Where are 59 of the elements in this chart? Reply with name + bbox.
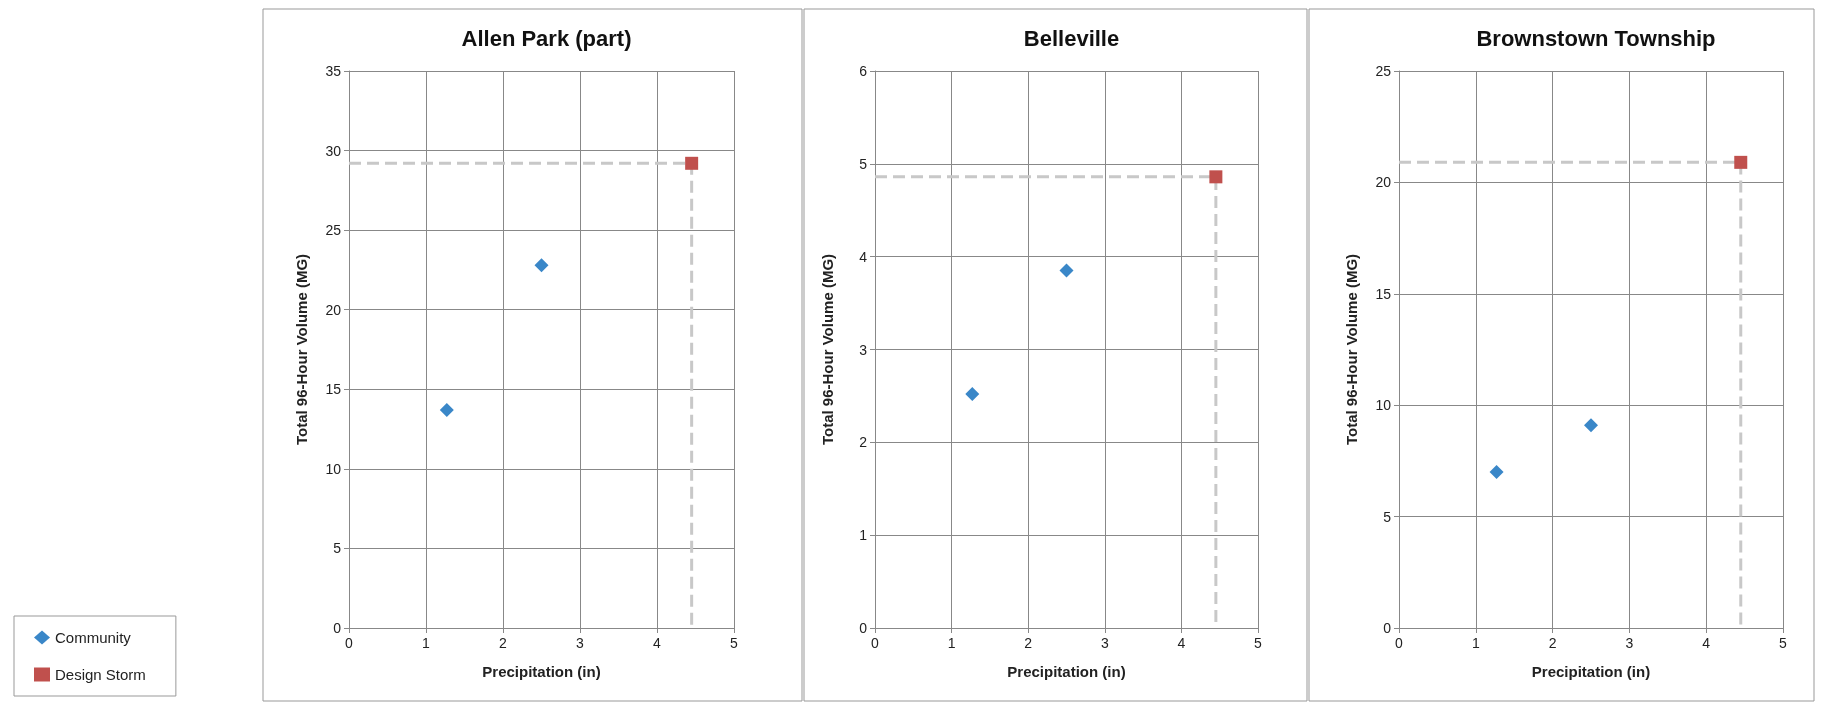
point [1209,170,1223,184]
x-axis-title: Precipitation (in) [482,663,601,680]
x-tick-label: 2 [1024,635,1033,651]
y-tick-label: 20 [325,301,342,318]
y-tick-label: 15 [325,381,342,398]
y-tick-label: 10 [325,460,342,477]
y-tick-label: 3 [859,341,868,358]
point [965,387,980,402]
chart-title: Belleville [1023,25,1120,51]
x-axis-title: Precipitation (in) [1531,663,1651,680]
point [685,156,699,170]
y-tick-label: 20 [1375,174,1392,191]
x-tick-label: 4 [1702,635,1711,651]
y-tick-label: 6 [859,63,868,79]
y-tick-label: 35 [325,63,342,79]
point [1584,418,1598,433]
y-tick-label: 25 [1375,63,1392,79]
x-tick-label: 1 [422,635,431,651]
x-tick-label: 0 [1395,635,1404,651]
point [1489,465,1504,480]
y-tick-label: 5 [333,540,342,557]
y-axis-title: Total 96-Hour Volume (MG) [1343,253,1360,446]
y-tick-label: 5 [1383,508,1392,525]
x-tick-label: 0 [871,635,880,651]
x-tick-label: 5 [730,635,739,651]
x-tick-label: 0 [345,635,354,651]
y-tick-label: 1 [859,527,868,544]
y-tick-label: 0 [859,620,868,636]
y-axis-title: Total 96-Hour Volume (MG) [819,253,836,446]
x-tick-label: 4 [653,635,662,651]
point [534,258,549,273]
y-tick-label: 15 [1375,285,1392,302]
chart-title: Brownstown Township [1476,25,1716,51]
x-tick-label: 1 [1471,635,1480,651]
y-tick-label: 0 [1383,620,1392,636]
x-tick-label: 3 [1625,635,1634,651]
x-tick-label: 4 [1177,635,1186,651]
y-tick-label: 5 [859,155,868,172]
y-tick-label: 0 [333,620,342,636]
y-tick-label: 25 [325,222,342,239]
point [1059,263,1074,278]
x-tick-label: 5 [1254,635,1263,651]
legend-label: Design Storm [55,666,146,683]
x-tick-label: 1 [947,635,956,651]
x-tick-label: 3 [1100,635,1109,651]
x-tick-label: 2 [1548,635,1557,651]
y-axis-title: Total 96-Hour Volume (MG) [293,253,310,446]
point [1734,155,1748,169]
x-tick-label: 2 [499,635,508,651]
x-axis-title: Precipitation (in) [1007,663,1126,680]
y-tick-label: 4 [859,248,868,265]
x-tick-label: 3 [576,635,585,651]
legend-label: Community [55,629,132,646]
y-tick-label: 10 [1375,397,1392,414]
y-tick-label: 30 [325,142,342,159]
point [439,402,454,417]
y-tick-label: 2 [859,434,868,451]
chart-title: Allen Park (part) [461,25,632,51]
x-tick-label: 5 [1779,635,1788,651]
